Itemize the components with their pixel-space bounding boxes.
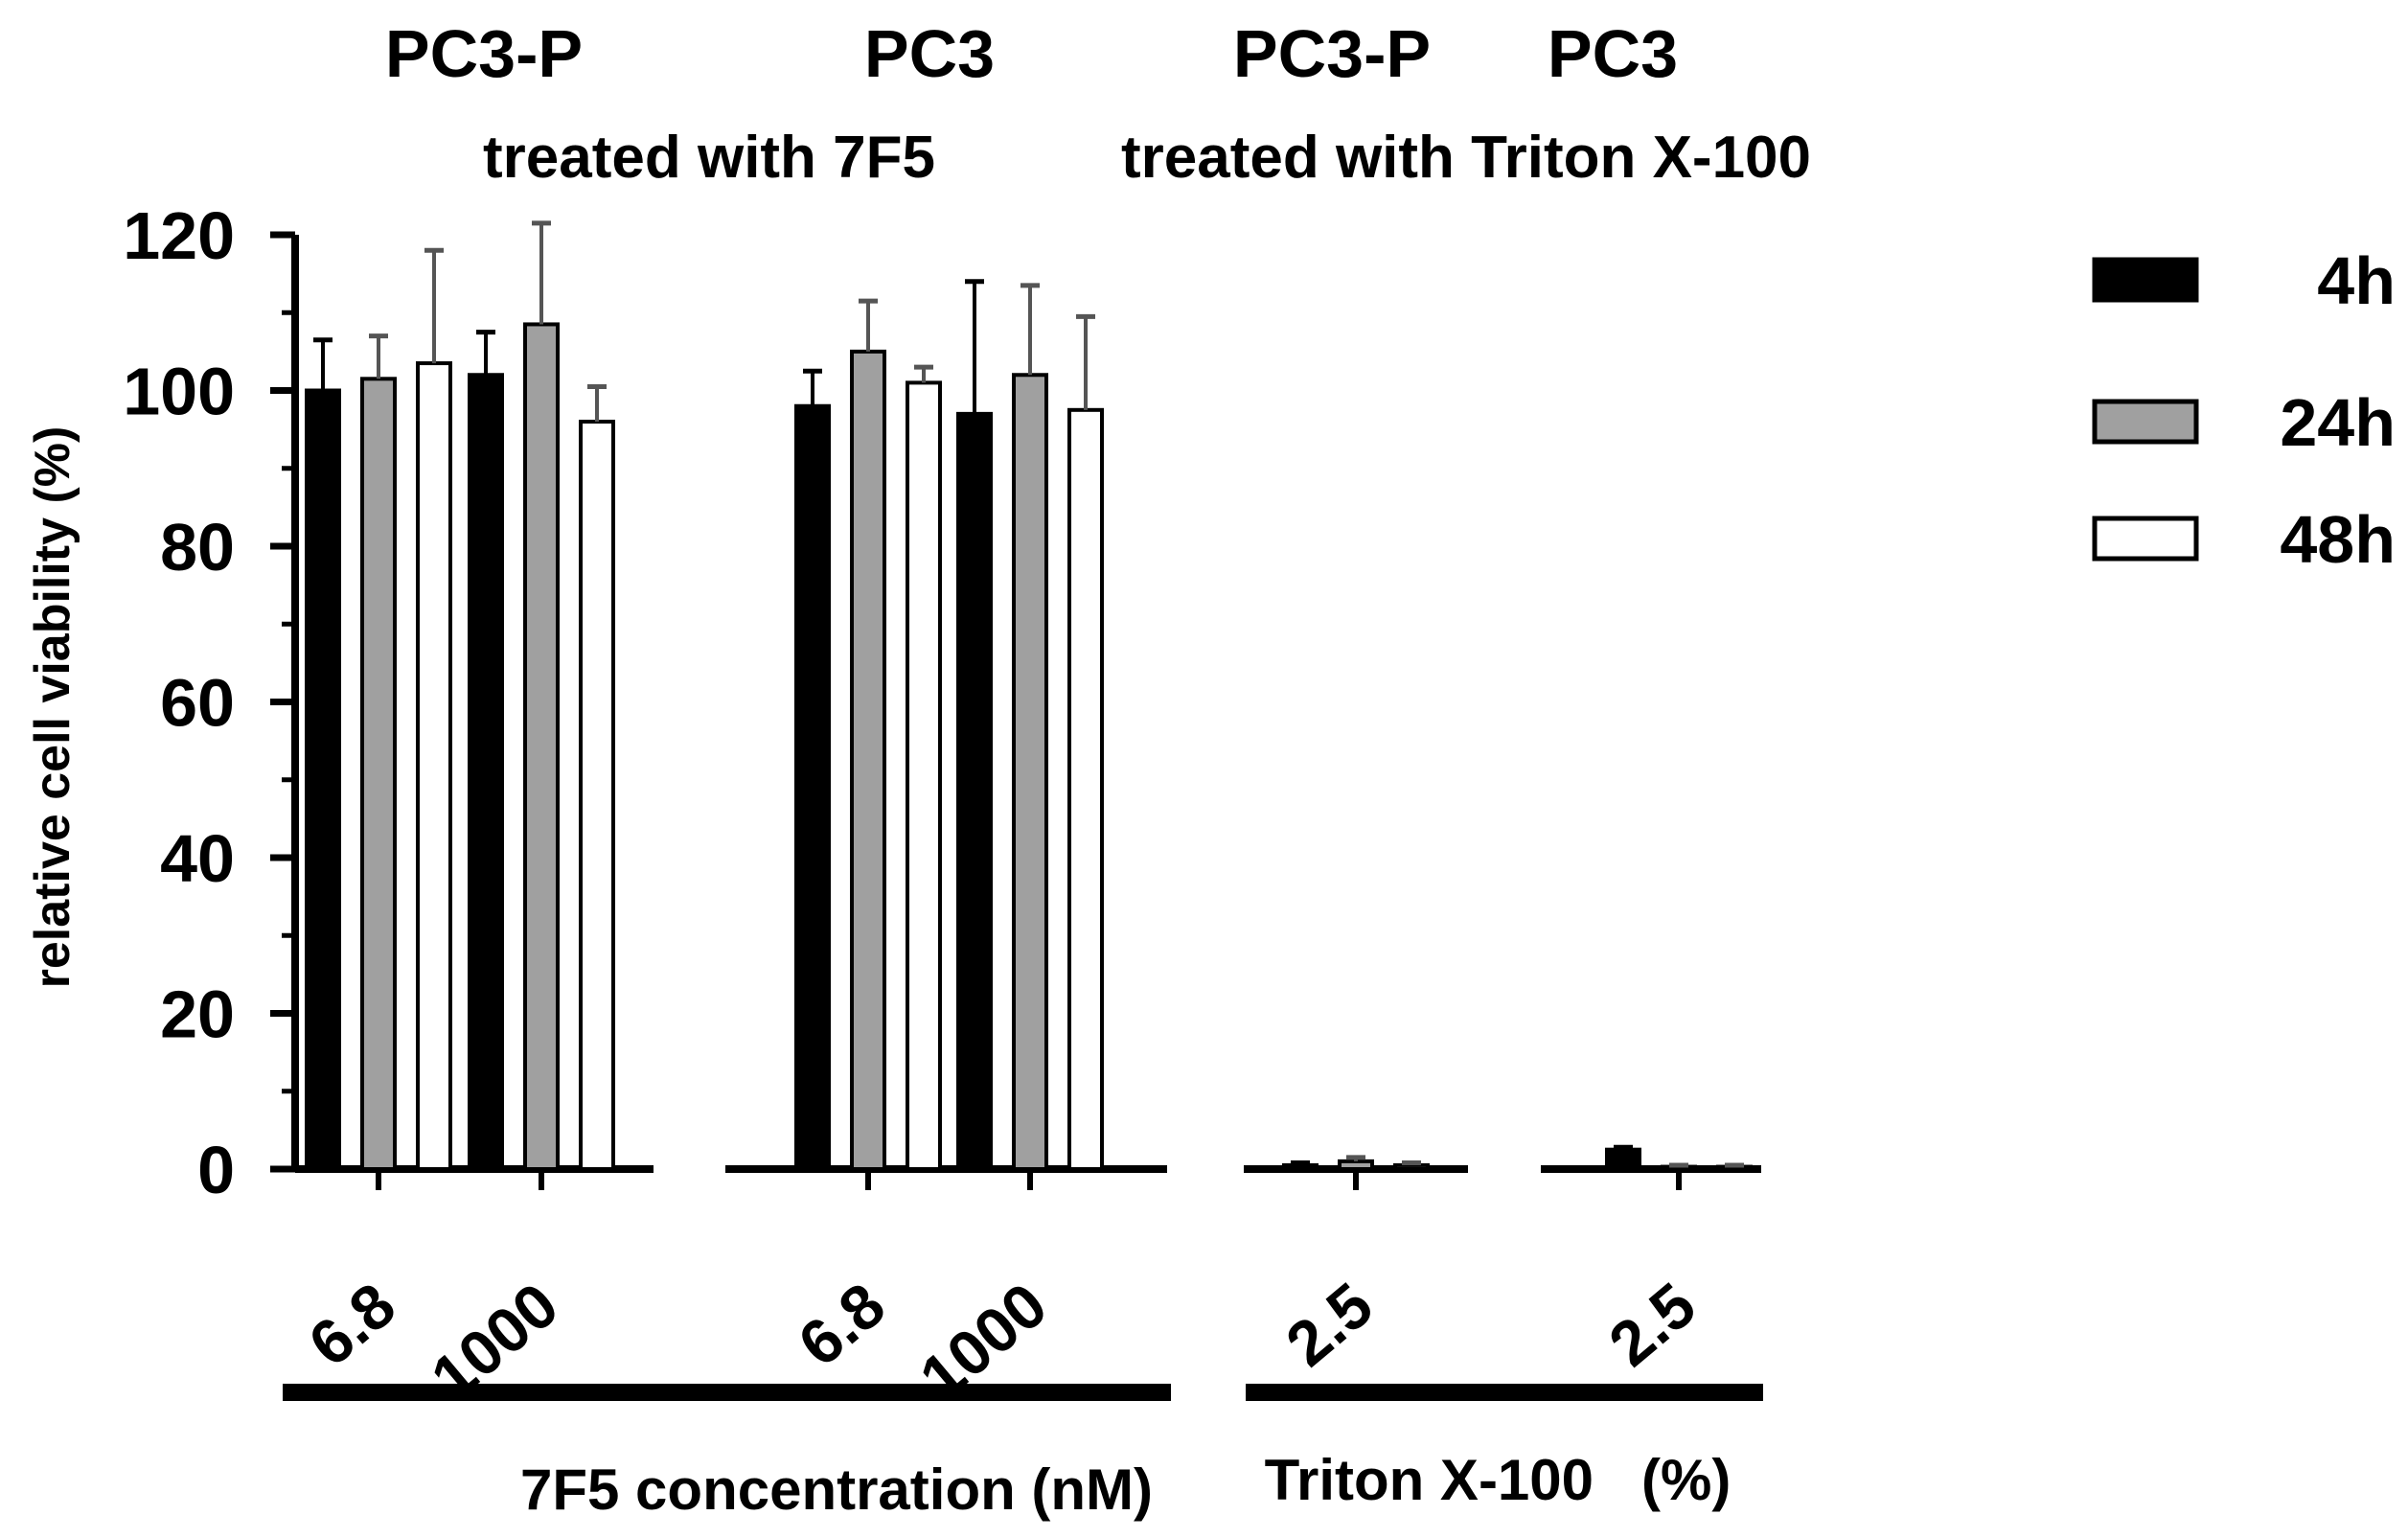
bar-4h [956,411,993,1171]
legend-swatch-48h [2092,516,2199,562]
group-title-pc3-7f5: PC3 [864,16,995,91]
x-tick-label: 2.5 [1595,1269,1709,1380]
bar-48h [906,380,942,1171]
bar-24h [1012,373,1048,1171]
bar-24h [360,377,397,1171]
bar-4h [1605,1147,1641,1171]
subtitle-triton: treated with Triton X-100 [1121,125,1811,191]
legend: 4h 24h 48h [2092,243,2396,577]
y-tick-label: 60 [160,666,235,741]
y-tick-label: 80 [160,510,235,585]
legend-label-4h: 4h [2317,243,2396,318]
x-tick-label: 6.8 [295,1269,408,1380]
bar-24h [1338,1159,1374,1171]
y-tick-label: 40 [160,821,235,896]
bar-4h [468,373,504,1171]
bar-4h [794,403,831,1171]
legend-swatch-24h [2092,399,2199,445]
group-title-pc3p-triton: PC3-P [1233,16,1431,91]
legend-label-48h: 48h [2280,502,2396,577]
x-tick-label: 6.8 [785,1269,898,1380]
y-axis-label: relative cell viability (%) [25,426,80,989]
bar-4h [305,388,341,1171]
bars [305,220,1753,1171]
y-tick-label: 20 [160,977,235,1052]
y-tick-label: 0 [197,1133,235,1207]
x-axis-label-7f5: 7F5 concentration (nM) [520,1458,1153,1522]
group-title-pc3p-7f5: PC3-P [385,16,583,91]
legend-swatch-4h [2092,257,2199,303]
bar-24h [850,349,886,1171]
y-tick-label: 100 [123,355,235,429]
bar-48h [579,420,615,1171]
labels: PC3-P PC3 PC3-P PC3 treated with 7F5 tre… [25,16,1811,1522]
bar-48h [416,361,452,1171]
bar-48h [1067,407,1104,1171]
x-axis-label-triton: Triton X-100 (%) [1265,1448,1731,1512]
group-title-pc3-triton: PC3 [1548,16,1678,91]
bar-24h [523,322,560,1171]
x-tick-label: 2.5 [1273,1269,1386,1380]
subtitle-7f5: treated with 7F5 [483,125,935,191]
y-tick-label: 120 [123,198,235,273]
bar-48h [1393,1162,1430,1171]
bar-4h [1282,1162,1319,1171]
legend-label-24h: 24h [2280,385,2396,460]
